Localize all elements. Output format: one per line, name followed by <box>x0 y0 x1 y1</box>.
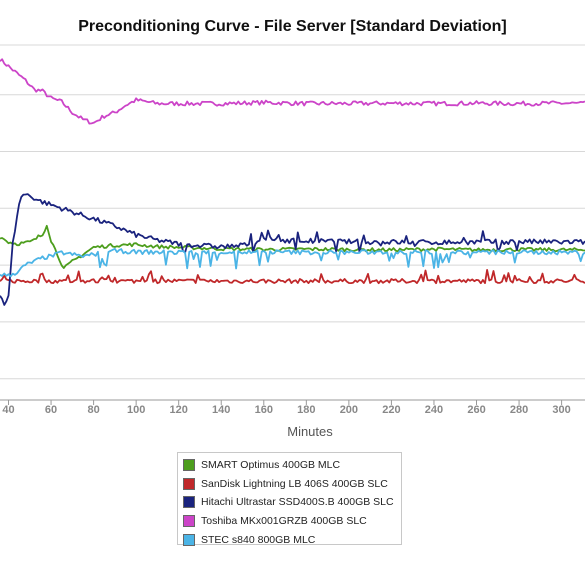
series-line-4 <box>0 247 585 278</box>
x-tick-label: 280 <box>510 404 528 416</box>
x-tick-label: 140 <box>212 404 230 416</box>
x-tick-label: 220 <box>382 404 400 416</box>
x-tick-label: 120 <box>170 404 188 416</box>
legend-label: Toshiba MKx001GRZB 400GB SLC <box>201 515 367 528</box>
legend-label: SanDisk Lightning LB 406S 400GB SLC <box>201 477 388 490</box>
chart-title: Preconditioning Curve - File Server [Sta… <box>78 18 507 35</box>
x-tick-label: 40 <box>2 404 14 416</box>
legend-item: STEC s840 800GB MLC <box>183 530 401 549</box>
x-tick-label: 240 <box>425 404 443 416</box>
legend: SMART Optimus 400GB MLC SanDisk Lightning… <box>177 452 402 546</box>
series-layer <box>0 58 585 306</box>
x-axis-label: Minutes <box>287 424 333 439</box>
legend-item: SanDisk Lightning LB 406S 400GB SLC <box>183 475 401 494</box>
x-tick-label: 60 <box>45 404 57 416</box>
legend-swatch <box>183 459 195 472</box>
legend-label: Hitachi Ultrastar SSD400S.B 400GB SLC <box>201 496 394 509</box>
grid-layer <box>0 44 585 401</box>
legend-swatch <box>183 515 195 528</box>
x-tick-label: 260 <box>467 404 485 416</box>
series-line-2 <box>0 193 585 306</box>
legend-swatch <box>183 533 195 546</box>
x-tick-label: 80 <box>87 404 99 416</box>
legend-item: Hitachi Ultrastar SSD400S.B 400GB SLC <box>183 493 401 512</box>
series-line-3 <box>0 58 585 125</box>
series-line-1 <box>0 268 585 285</box>
legend-item: SMART Optimus 400GB MLC <box>183 456 401 475</box>
legend-item: Toshiba MKx001GRZB 400GB SLC <box>183 512 401 531</box>
x-tick-label: 180 <box>297 404 315 416</box>
x-tick-label: 160 <box>255 404 273 416</box>
legend-label: STEC s840 800GB MLC <box>201 533 316 546</box>
x-tick-label: 100 <box>127 404 145 416</box>
legend-swatch <box>183 496 195 509</box>
x-tick-label: 300 <box>552 404 570 416</box>
legend-swatch <box>183 477 195 490</box>
x-tick-label: 200 <box>340 404 358 416</box>
series-line-0 <box>0 224 585 269</box>
legend-label: SMART Optimus 400GB MLC <box>201 459 341 472</box>
tick-layer: 40 60 80 100 120 140 160 180 200 220 240 260 280 300 <box>2 400 571 416</box>
